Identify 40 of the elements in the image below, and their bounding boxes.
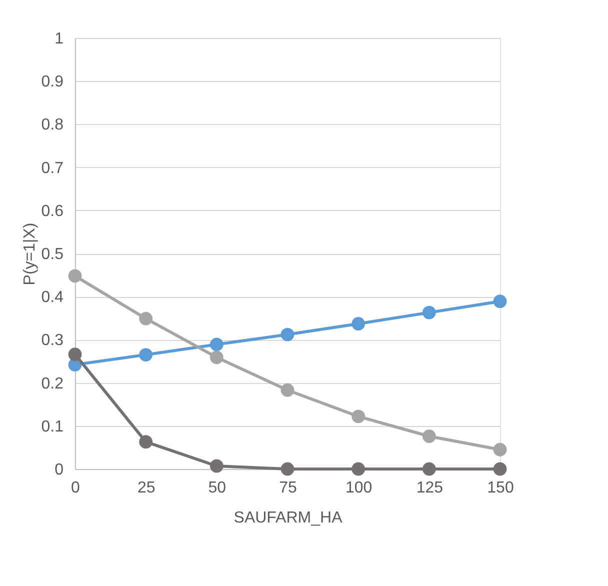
point	[352, 410, 366, 424]
point	[139, 435, 153, 449]
point	[210, 459, 224, 473]
y-tick-label: 0.4	[41, 289, 64, 306]
point	[280, 383, 294, 397]
y-tick-label: 0.3	[41, 332, 64, 350]
point	[210, 338, 224, 352]
x-tick-label: 100	[345, 480, 372, 496]
y-tick-label: 0.8	[41, 116, 64, 134]
y-tick-label: 0.2	[41, 375, 64, 392]
point	[422, 430, 436, 443]
point	[493, 294, 507, 308]
y-tick-label: 0	[54, 462, 64, 478]
point	[139, 348, 153, 362]
x-axis-title: SAUFARM_HA	[234, 510, 343, 526]
point	[68, 269, 82, 283]
x-tick-label: 25	[137, 480, 156, 496]
point	[352, 462, 366, 476]
y-tick-label: 0.6	[41, 202, 64, 220]
point	[422, 306, 436, 320]
y-tick-label: 0.1	[41, 418, 64, 436]
x-tick-label: 125	[416, 480, 444, 496]
x-tick-label: 75	[279, 480, 297, 496]
y-axis-title: P(y=1|X)	[21, 222, 38, 286]
point	[493, 462, 507, 476]
y-tick-label: 0.9	[41, 74, 64, 91]
x-tick-label: 150	[487, 480, 514, 496]
point	[139, 312, 153, 326]
y-tick-label: 1	[54, 30, 64, 48]
point	[493, 442, 507, 456]
y-tick-label: 0.7	[41, 160, 64, 177]
x-tick-label: 50	[208, 480, 226, 496]
point	[68, 348, 82, 362]
point	[210, 350, 224, 364]
point	[352, 317, 366, 330]
point	[280, 462, 294, 476]
point	[280, 328, 294, 342]
y-tick-label: 0.5	[41, 246, 64, 263]
x-tick-label: 0	[71, 480, 80, 496]
point	[422, 462, 436, 476]
